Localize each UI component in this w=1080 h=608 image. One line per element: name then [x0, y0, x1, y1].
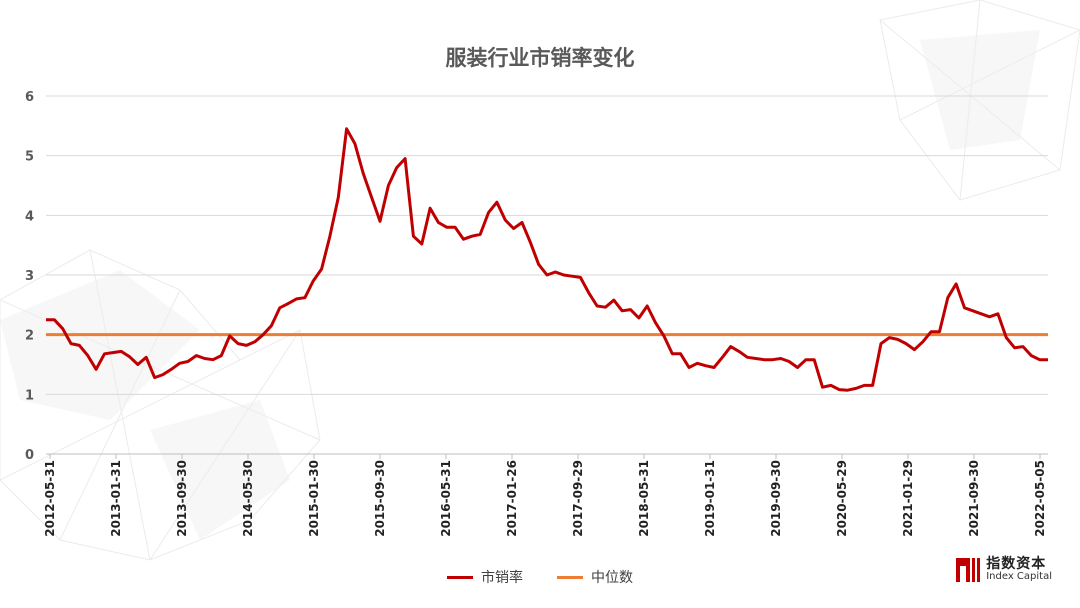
chart-legend: 市销率 中位数: [0, 567, 1080, 587]
x-tick-label: 2014-05-30: [241, 460, 255, 537]
x-tick-label: 2020-05-29: [835, 460, 849, 537]
y-tick-label: 4: [25, 209, 34, 224]
x-tick-label: 2013-01-31: [109, 460, 123, 537]
index-capital-logo-icon: [956, 558, 981, 582]
x-tick-label: 2015-09-30: [373, 460, 387, 537]
y-tick-label: 3: [25, 269, 34, 284]
x-tick-label: 2021-09-30: [967, 460, 981, 537]
x-tick-label: 2022-05-05: [1033, 460, 1047, 537]
x-tick-label: 2017-09-29: [571, 460, 585, 537]
logo-english-text: Index Capital: [986, 571, 1052, 583]
x-tick-label: 2019-01-31: [703, 460, 717, 537]
legend-item-median: 中位数: [557, 567, 633, 587]
ps-ratio-line: [46, 127, 1048, 392]
x-tick-label: 2021-01-29: [901, 460, 915, 537]
brand-logo: 指数资本 Index Capital: [956, 556, 1052, 584]
legend-label-ps-ratio: 市销率: [481, 570, 523, 586]
x-tick-label: 2012-05-31: [43, 460, 57, 537]
y-tick-label: 1: [25, 388, 34, 403]
x-tick-label: 2016-05-31: [439, 460, 453, 537]
legend-swatch-ps-ratio: [447, 575, 473, 579]
legend-label-median: 中位数: [591, 570, 633, 586]
y-tick-label: 5: [25, 150, 34, 165]
x-tick-label: 2017-01-26: [505, 460, 519, 537]
chart-title: 服装行业市销率变化: [445, 46, 635, 70]
y-tick-label: 6: [25, 90, 34, 105]
x-tick-label: 2015-01-30: [307, 460, 321, 537]
x-tick-label: 2013-09-30: [175, 460, 189, 537]
y-tick-label: 0: [25, 448, 34, 463]
legend-swatch-median: [557, 575, 583, 579]
y-tick-label: 2: [25, 329, 34, 344]
x-tick-label: 2018-05-31: [637, 460, 651, 537]
legend-item-ps-ratio: 市销率: [447, 567, 523, 587]
logo-chinese-text: 指数资本: [986, 556, 1047, 573]
x-tick-label: 2019-09-30: [769, 460, 783, 537]
